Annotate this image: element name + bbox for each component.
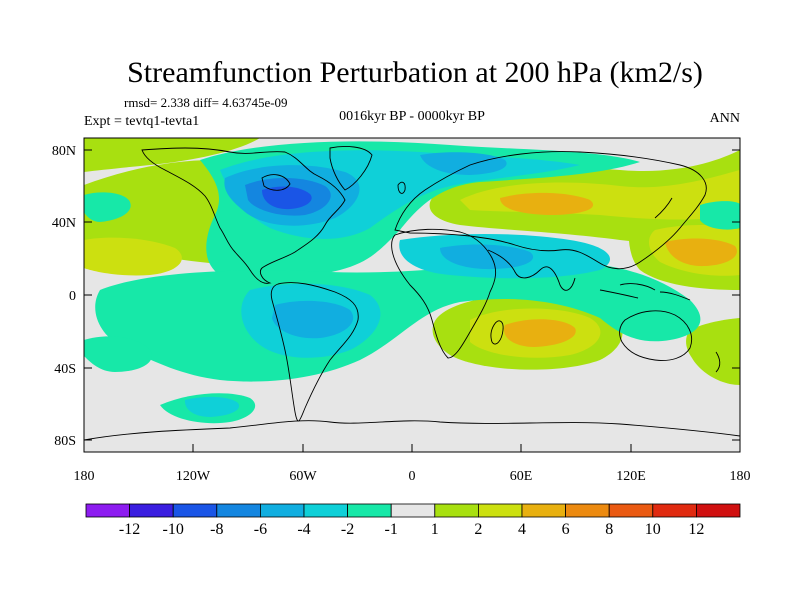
- contour-orange-west-pacific: [84, 237, 182, 276]
- map-plot: 80N 40N 0 40S 80S 180 120W 60W 0 60E 120…: [52, 137, 751, 484]
- contour-strong-eurasia: [500, 192, 594, 215]
- colorbar-box: [172, 503, 218, 518]
- contour-negative-east-edge: [700, 201, 740, 230]
- lon-label-0: 0: [409, 469, 416, 484]
- contour-negative-tropics: [95, 261, 701, 382]
- coast-madagascar: [490, 320, 504, 345]
- lat-label-40s: 40S: [54, 362, 76, 377]
- coast-british-isles: [397, 181, 406, 194]
- lat-label-80n: 80N: [52, 144, 76, 159]
- colorbar-box: [565, 503, 610, 518]
- colorbar-label: -8: [210, 521, 223, 538]
- colorbar-box: [390, 503, 436, 518]
- colorbar-box: [477, 503, 523, 518]
- colorbar-box: [696, 503, 741, 518]
- contour-negative-west-edge: [84, 192, 131, 222]
- lon-label-60w: 60W: [289, 469, 317, 484]
- colorbar-box: [129, 503, 174, 518]
- contour-cyan-south-pacific: [184, 396, 240, 417]
- season-label: ANN: [710, 111, 740, 126]
- colorbar-label: -1: [385, 521, 398, 538]
- colorbar-box: [652, 503, 697, 518]
- colorbar-label: 4: [518, 521, 526, 538]
- figure-title: Streamfunction Perturbation at 200 hPa (…: [127, 56, 703, 89]
- coast-indonesia: [599, 283, 691, 301]
- contour-fields: [84, 138, 740, 424]
- coast-japan: [654, 197, 673, 219]
- colorbar-box: [608, 503, 654, 518]
- experiment-label: Expt = tevtq1-tevta1: [84, 114, 199, 129]
- colorbar-box: [303, 503, 348, 518]
- lon-tick-labels: 180 120W 60W 0 60E 120E 180: [74, 469, 751, 484]
- colorbar: -12 -10 -8 -6 -4 -2 -1 1 2 4 6 8 10 12: [85, 503, 741, 538]
- colorbar-box: [85, 503, 130, 518]
- coast-eurasia: [394, 151, 707, 270]
- lon-label-180e: 180: [730, 469, 751, 484]
- colorbar-boxes: [85, 503, 741, 518]
- colorbar-label: 6: [562, 521, 570, 538]
- colorbar-label: -10: [163, 521, 184, 538]
- coast-north-america: [141, 147, 346, 284]
- colorbar-box: [347, 503, 392, 518]
- colorbar-label: 1: [431, 521, 439, 538]
- lat-label-0: 0: [69, 289, 76, 304]
- contour-strong-south-indian: [504, 319, 576, 347]
- coast-hudson-bay: [261, 174, 291, 191]
- lon-tick-marks: [83, 444, 741, 452]
- contour-deepest-blue-north-america: [262, 186, 312, 210]
- coast-australia: [619, 310, 693, 361]
- contour-blue-north-africa: [440, 244, 534, 270]
- colorbar-label: -6: [254, 521, 267, 538]
- colorbar-labels: -12 -10 -8 -6 -4 -2 -1 1 2 4 6 8 10 12: [119, 521, 704, 538]
- colorbar-box: [434, 503, 479, 518]
- lat-label-40n: 40N: [52, 216, 76, 231]
- contour-strong-east: [665, 238, 737, 267]
- colorbar-label: -4: [297, 521, 310, 538]
- coast-south-america: [270, 282, 359, 422]
- contour-blue-tropical-america: [272, 300, 354, 339]
- colorbar-label: 8: [605, 521, 613, 538]
- colorbar-label: -12: [119, 521, 140, 538]
- stats-line: rmsd= 2.338 diff= 4.63745e-09: [124, 95, 288, 110]
- lon-label-180w: 180: [74, 469, 95, 484]
- contour-positive-northwest: [84, 138, 260, 172]
- colorbar-box: [216, 503, 261, 518]
- coast-africa: [391, 228, 497, 359]
- coast-new-zealand: [715, 351, 721, 373]
- colorbar-box: [259, 503, 305, 518]
- coast-arabia-india: [487, 249, 576, 291]
- lat-label-80s: 80S: [54, 434, 76, 449]
- contour-blue-arctic: [420, 152, 507, 175]
- lat-tick-labels: 80N 40N 0 40S 80S: [52, 144, 76, 449]
- colorbar-label: 10: [645, 521, 661, 538]
- lon-label-120w: 120W: [176, 469, 211, 484]
- colorbar-box: [521, 503, 566, 518]
- coast-antarctica: [84, 420, 740, 441]
- colorbar-label: 12: [688, 521, 704, 538]
- coast-greenland: [329, 146, 373, 191]
- contour-negative-southwest: [84, 336, 152, 372]
- colorbar-label: 2: [474, 521, 482, 538]
- coastlines: [84, 146, 740, 441]
- lat-tick-marks: [84, 149, 740, 441]
- contour-positive-southwest-pacific: [686, 318, 740, 385]
- lon-label-60e: 60E: [510, 469, 533, 484]
- lon-label-120e: 120E: [616, 469, 646, 484]
- colorbar-label: -2: [341, 521, 354, 538]
- period-label: 0016kyr BP - 0000kyr BP: [339, 109, 485, 124]
